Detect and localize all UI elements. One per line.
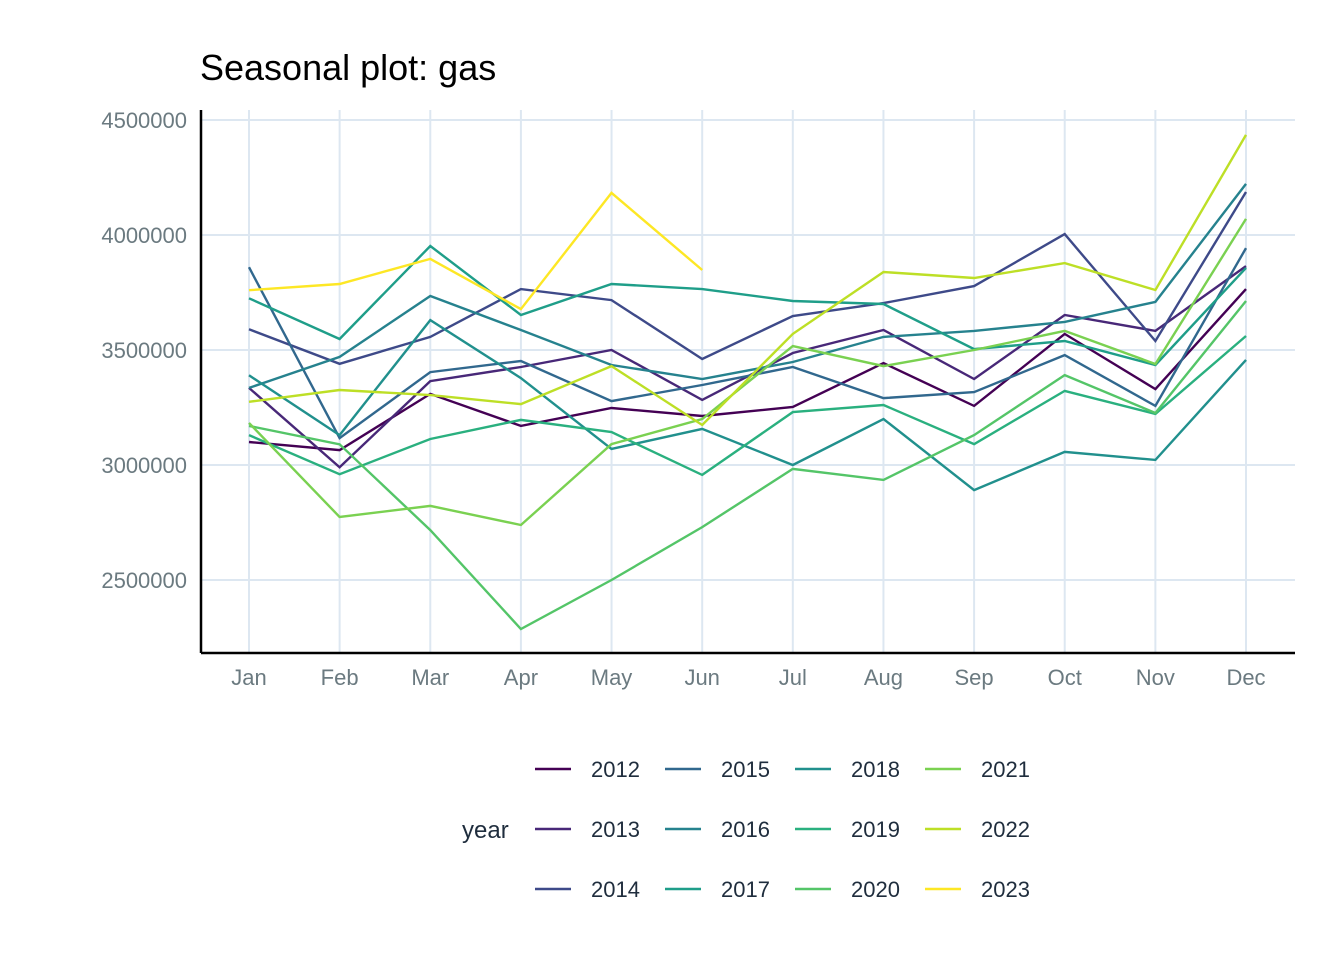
legend-item-2023: 2023 xyxy=(925,877,1030,902)
series-line-2020 xyxy=(248,300,1247,631)
series-line-2015 xyxy=(247,247,1248,440)
series-line-2012 xyxy=(248,288,1247,452)
legend-item-2012: 2012 xyxy=(535,757,640,782)
legend: year 2012 2013 2014 2015 2016 2017 2018 2019 2020… xyxy=(462,757,1030,902)
legend-item-2019: 2019 xyxy=(795,817,900,842)
series-line-2017 xyxy=(248,244,1247,367)
series-line-2023 xyxy=(248,191,703,311)
legend-label: 2016 xyxy=(721,817,770,842)
legend-label: 2020 xyxy=(851,877,900,902)
legend-item-2014: 2014 xyxy=(535,877,640,902)
series-line-2019 xyxy=(248,335,1247,477)
axes: 2500000 3000000 3500000 4000000 4500000 Jan Fe… xyxy=(101,108,1295,690)
legend-item-2022: 2022 xyxy=(925,817,1030,842)
x-tick-label: Jun xyxy=(684,665,719,690)
legend-label: 2018 xyxy=(851,757,900,782)
x-tick-label: Feb xyxy=(321,665,359,690)
series-line-2021 xyxy=(248,218,1248,527)
x-tick-label: Aug xyxy=(864,665,903,690)
legend-label: 2014 xyxy=(591,877,640,902)
legend-item-2015: 2015 xyxy=(665,757,770,782)
y-tick-label: 4000000 xyxy=(101,223,187,248)
x-tick-label: Mar xyxy=(411,665,449,690)
series-line-2016 xyxy=(248,183,1247,390)
chart-title: Seasonal plot: gas xyxy=(200,47,496,88)
series-line-2018 xyxy=(248,318,1247,492)
series-line-2022 xyxy=(248,134,1248,427)
legend-label: 2012 xyxy=(591,757,640,782)
x-tick-label: May xyxy=(591,665,633,690)
legend-label: 2022 xyxy=(981,817,1030,842)
x-tick-label: Nov xyxy=(1136,665,1175,690)
legend-title: year xyxy=(462,817,509,844)
series-lines xyxy=(247,134,1248,631)
y-tick-label: 3000000 xyxy=(101,453,187,478)
x-tick-label: Jan xyxy=(231,665,266,690)
legend-label: 2021 xyxy=(981,757,1030,782)
series-line-2014 xyxy=(248,191,1248,366)
legend-label: 2023 xyxy=(981,877,1030,902)
legend-item-2017: 2017 xyxy=(665,877,770,902)
legend-item-2018: 2018 xyxy=(795,757,900,782)
legend-label: 2017 xyxy=(721,877,770,902)
legend-item-2021: 2021 xyxy=(925,757,1030,782)
x-tick-label: Sep xyxy=(955,665,994,690)
legend-label: 2015 xyxy=(721,757,770,782)
legend-label: 2013 xyxy=(591,817,640,842)
x-tick-label: Oct xyxy=(1048,665,1082,690)
y-tick-label: 4500000 xyxy=(101,108,187,133)
series-line-2013 xyxy=(248,265,1247,469)
x-tick-label: Dec xyxy=(1226,665,1265,690)
x-tick-label: Jul xyxy=(779,665,807,690)
legend-item-2020: 2020 xyxy=(795,877,900,902)
legend-item-2016: 2016 xyxy=(665,817,770,842)
legend-label: 2019 xyxy=(851,817,900,842)
x-tick-label: Apr xyxy=(504,665,538,690)
legend-item-2013: 2013 xyxy=(535,817,640,842)
y-tick-label: 2500000 xyxy=(101,568,187,593)
y-tick-label: 3500000 xyxy=(101,338,187,363)
